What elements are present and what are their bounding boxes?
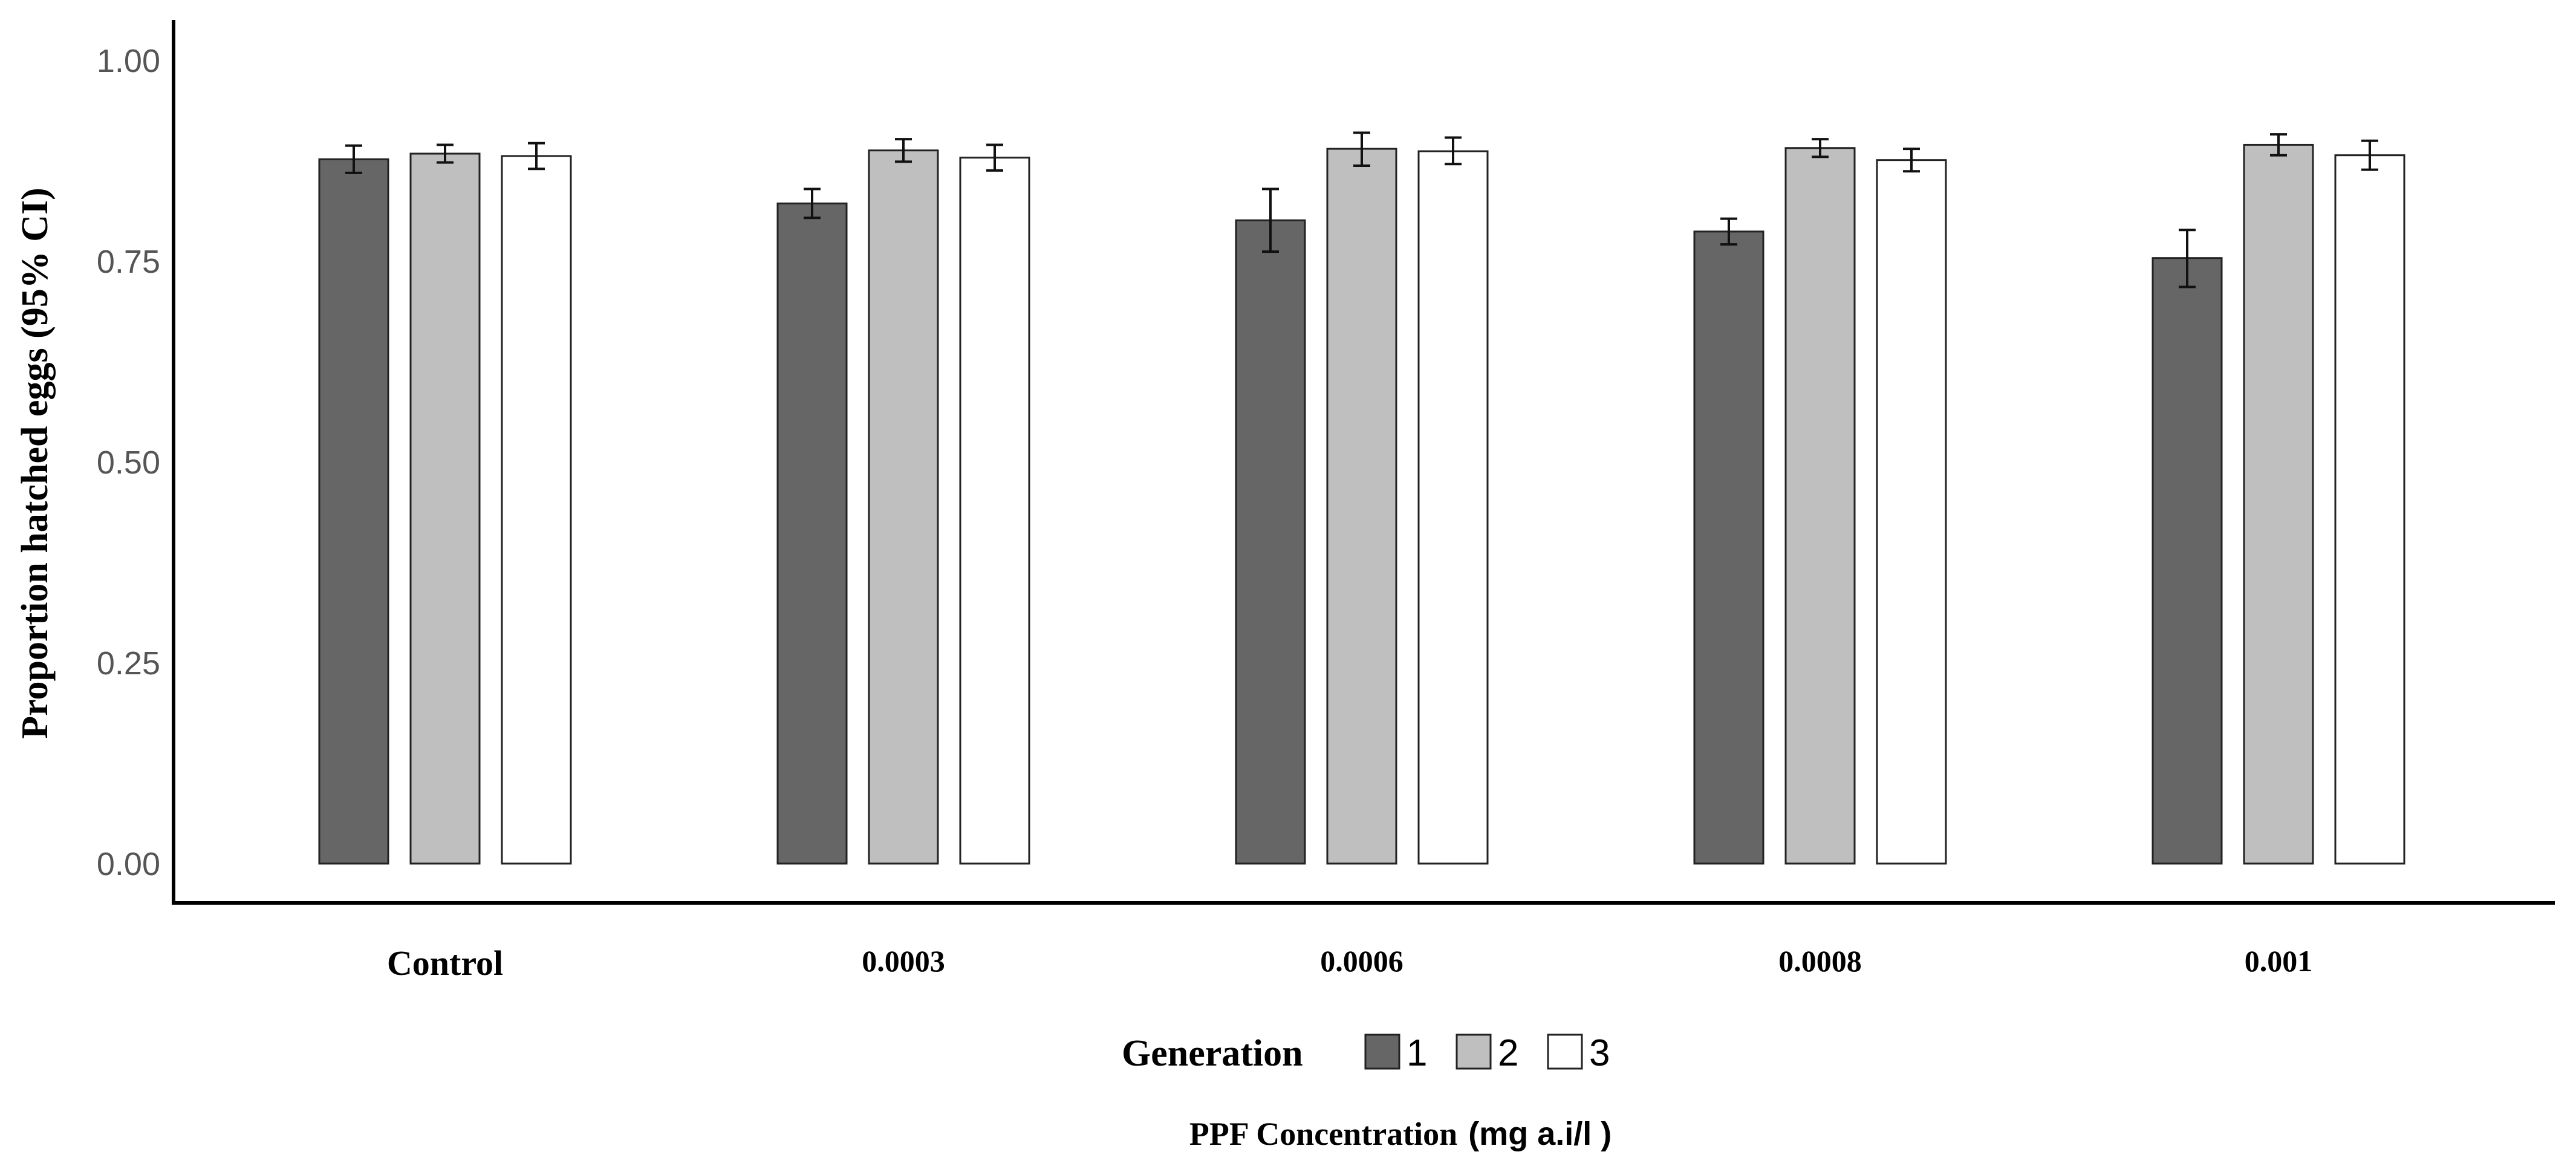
legend-key-gen3 xyxy=(1547,1034,1583,1070)
y-tick-label: 0.75 xyxy=(97,244,160,280)
x-tick-label: 0.0006 xyxy=(1320,944,1403,978)
legend-key-gen1 xyxy=(1364,1034,1400,1070)
error-bars xyxy=(345,131,2378,288)
bar-gen3-Control xyxy=(501,155,572,865)
x-axis-label-main: PPF Concentration xyxy=(1189,1116,1457,1152)
x-tick-label: 0.0003 xyxy=(862,944,945,978)
bar-gen2-0.0003 xyxy=(868,149,939,865)
y-axis-label: Proportion hatched eggs (95% CI) xyxy=(15,187,56,739)
bar-gen1-0.0006 xyxy=(1235,219,1306,865)
bar-gen3-0.001 xyxy=(2334,154,2405,865)
y-tick-label: 0.50 xyxy=(97,444,160,481)
bar-gen3-0.0008 xyxy=(1876,159,1947,865)
y-tick-label: 1.00 xyxy=(97,43,160,79)
legend-key-gen2 xyxy=(1456,1034,1492,1070)
y-tick-label: 0.25 xyxy=(97,645,160,682)
bar-gen1-0.001 xyxy=(2152,257,2223,865)
legend-label: 3 xyxy=(1589,1032,1610,1074)
bar-gen3-0.0006 xyxy=(1417,150,1489,865)
x-tick-labels: Control 0.0003 0.0006 0.0008 0.001 xyxy=(387,943,2312,983)
bar-gen3-0.0003 xyxy=(959,157,1030,865)
x-tick-label: 0.0008 xyxy=(1778,944,1862,978)
x-tick-label: Control xyxy=(387,943,503,983)
legend-label: 1 xyxy=(1407,1032,1427,1074)
bar-gen2-0.0008 xyxy=(1784,147,1856,865)
legend-label: 2 xyxy=(1498,1032,1518,1074)
bars xyxy=(318,143,2405,865)
bar-gen1-Control xyxy=(318,158,389,865)
x-axis-label: PPF Concentration (mg a.i/l ) xyxy=(1189,1116,1612,1152)
legend: Generation 1 2 3 xyxy=(1122,1032,1610,1074)
bar-gen2-0.001 xyxy=(2243,143,2314,865)
bar-gen2-Control xyxy=(409,152,481,865)
y-tick-label: 0.00 xyxy=(97,846,160,882)
x-axis-label-unit: (mg a.i/l ) xyxy=(1468,1116,1612,1152)
legend-title: Generation xyxy=(1122,1033,1303,1074)
bar-gen2-0.0006 xyxy=(1326,148,1397,865)
y-tick-labels: 0.00 0.25 0.50 0.75 1.00 xyxy=(97,43,160,882)
bar-gen1-0.0008 xyxy=(1693,230,1764,865)
x-tick-label: 0.001 xyxy=(2245,944,2313,978)
bar-gen1-0.0003 xyxy=(776,202,848,865)
